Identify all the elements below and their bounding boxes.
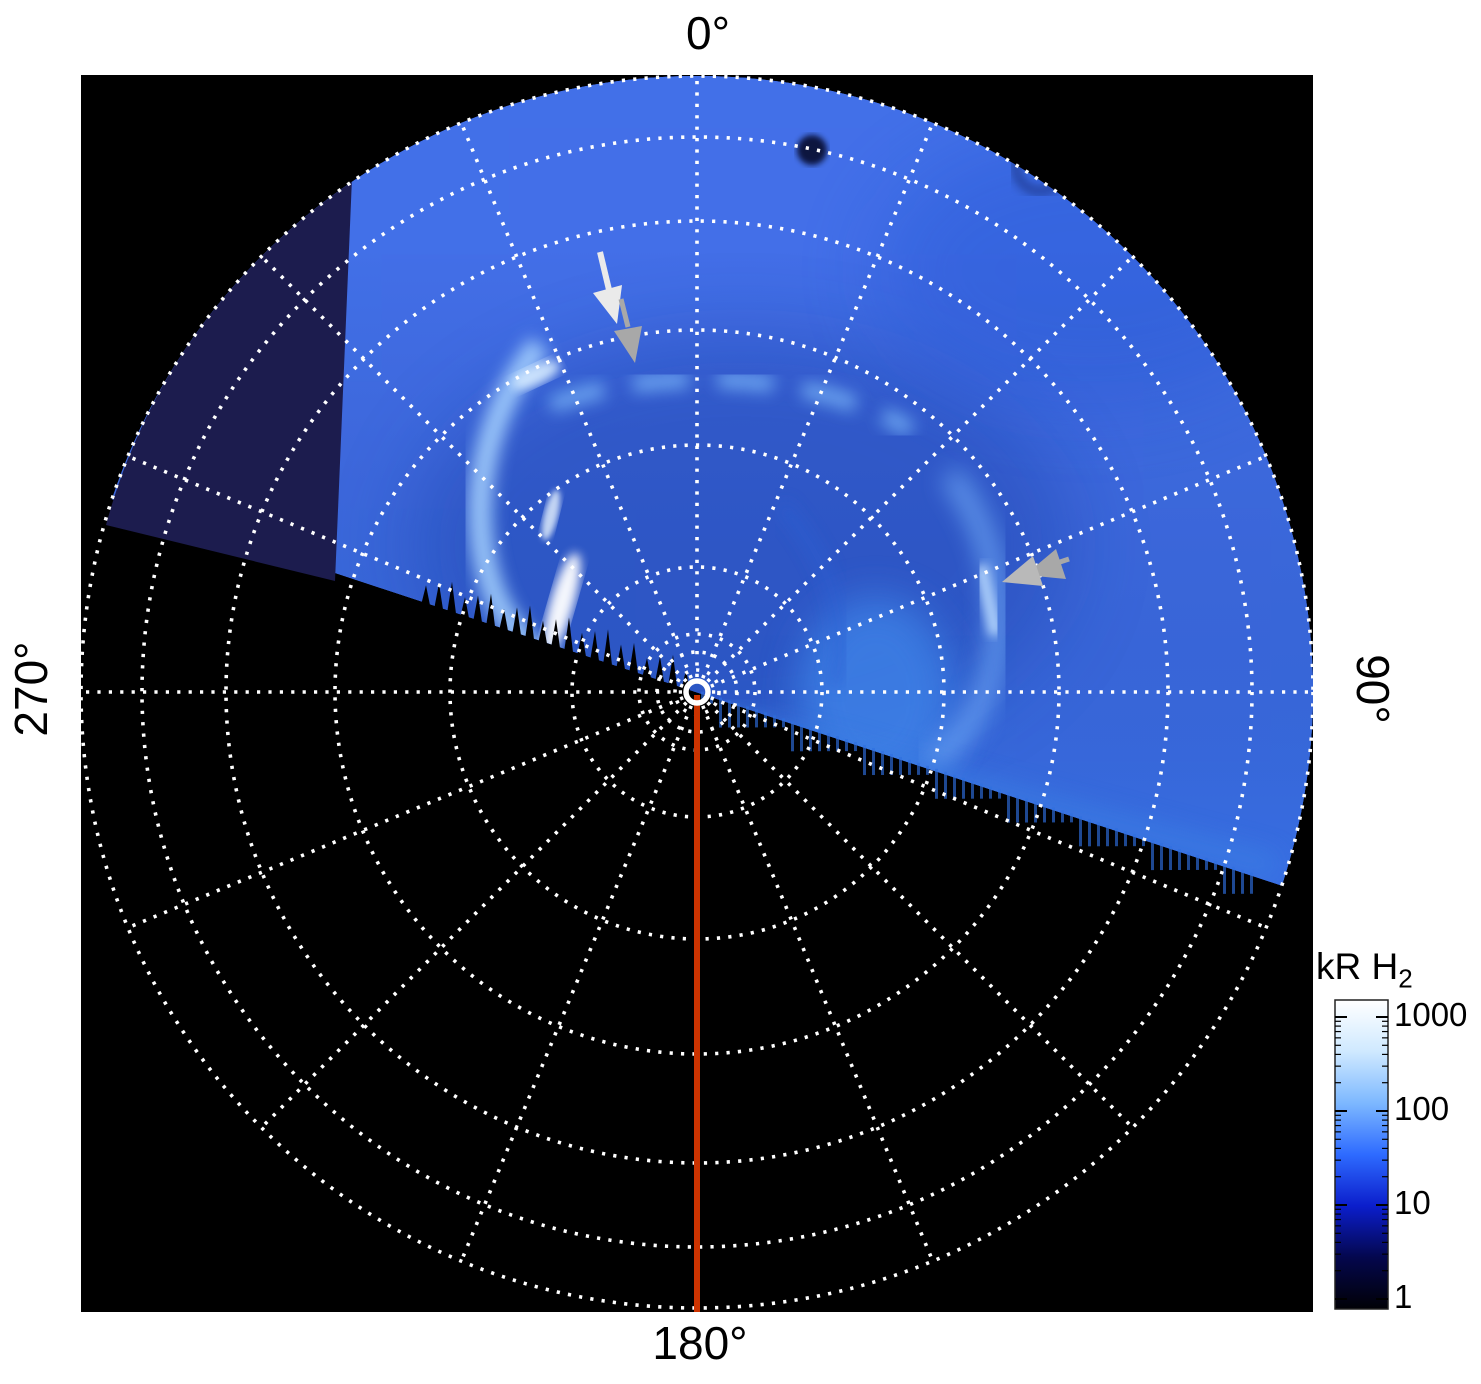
angle-label-180: 180° <box>652 1317 748 1369</box>
polar-plot-area <box>81 75 1313 1312</box>
colorbar-tick-10: 10 <box>1394 1184 1431 1221</box>
colorbar-gradient <box>1334 999 1389 1310</box>
aurora-polar-image <box>81 75 1313 1312</box>
colorbar <box>1334 999 1389 1310</box>
dark-spot <box>797 135 827 165</box>
colorbar-tick-100: 100 <box>1394 1090 1450 1127</box>
arrowed-auroral-spot <box>512 360 560 390</box>
aurora-bright-core <box>543 552 581 654</box>
gray-arrow-east <box>1002 549 1070 586</box>
data-gap-patch <box>106 178 352 581</box>
angle-label-90: 90° <box>1347 654 1399 724</box>
polar-grid <box>81 75 1313 1310</box>
gray-arrow-north <box>614 298 642 363</box>
patchy-north-arc <box>548 371 916 437</box>
angle-label-270: 270° <box>5 641 57 737</box>
angle-label-0: 0° <box>686 7 730 59</box>
colorbar-ticks <box>1335 1016 1388 1300</box>
colorbar-tick-1: 1 <box>1394 1278 1413 1315</box>
faint-inner-arc <box>776 500 847 687</box>
colorbar-tick-1000: 1000 <box>1394 996 1468 1033</box>
colorbar-title: kR H2 <box>1316 946 1413 994</box>
pole-marker-ring <box>683 678 711 706</box>
east-auroral-arc <box>920 468 1008 774</box>
white-arrow <box>593 251 622 324</box>
